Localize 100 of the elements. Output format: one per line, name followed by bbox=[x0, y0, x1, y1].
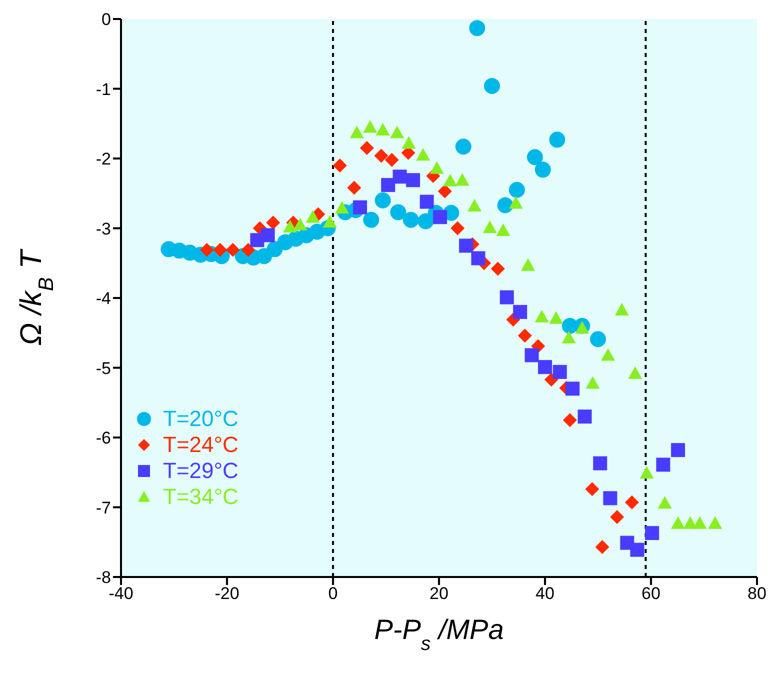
x-tick-label: 80 bbox=[748, 584, 766, 604]
point bbox=[384, 152, 399, 167]
point bbox=[450, 221, 465, 236]
legend-label: T=34°C bbox=[163, 484, 238, 510]
point bbox=[590, 331, 606, 348]
point bbox=[603, 491, 618, 506]
point bbox=[283, 220, 298, 232]
point bbox=[374, 148, 388, 163]
point bbox=[524, 348, 539, 362]
point bbox=[347, 180, 362, 195]
point bbox=[508, 182, 525, 198]
point bbox=[692, 516, 707, 529]
point bbox=[585, 482, 600, 496]
point bbox=[683, 516, 698, 529]
point bbox=[624, 495, 639, 510]
point bbox=[332, 158, 347, 172]
point bbox=[416, 148, 430, 161]
point bbox=[353, 200, 368, 214]
point bbox=[566, 382, 580, 396]
point bbox=[521, 258, 536, 271]
point bbox=[671, 516, 686, 529]
point bbox=[549, 132, 566, 148]
point bbox=[562, 413, 577, 428]
point bbox=[381, 178, 396, 192]
point bbox=[226, 242, 240, 257]
point bbox=[322, 214, 337, 228]
point bbox=[534, 310, 549, 322]
point bbox=[241, 242, 256, 257]
legend-label: T=20°C bbox=[163, 406, 238, 432]
point bbox=[497, 197, 514, 214]
point bbox=[490, 262, 505, 276]
point bbox=[402, 136, 416, 149]
point bbox=[363, 120, 378, 133]
point bbox=[306, 210, 320, 223]
point bbox=[630, 542, 644, 557]
point bbox=[293, 218, 308, 230]
point bbox=[469, 20, 486, 36]
y-tick-label: -5 bbox=[96, 358, 111, 378]
point bbox=[406, 173, 420, 188]
y-tick-label: -4 bbox=[96, 289, 111, 308]
point bbox=[575, 320, 590, 334]
x-tick-label: -40 bbox=[108, 584, 134, 604]
point bbox=[360, 141, 374, 156]
point bbox=[658, 496, 672, 509]
x-tick-label: 60 bbox=[642, 584, 660, 604]
point bbox=[390, 126, 404, 138]
point bbox=[455, 138, 472, 155]
point bbox=[471, 251, 486, 266]
point bbox=[645, 526, 660, 540]
x-tick-label: 0 bbox=[328, 584, 338, 604]
point bbox=[443, 174, 458, 186]
point bbox=[390, 204, 406, 220]
x-tick-label: 20 bbox=[430, 584, 448, 604]
point bbox=[614, 302, 629, 316]
point bbox=[459, 238, 474, 253]
point bbox=[640, 466, 654, 479]
point bbox=[455, 173, 470, 186]
x-axis-title: P-P$_{s}$ /MPa bbox=[374, 614, 504, 655]
y-tick-label: -6 bbox=[96, 428, 111, 448]
point bbox=[430, 161, 444, 174]
point bbox=[482, 220, 497, 234]
y-tick-label: 0 bbox=[102, 10, 111, 30]
y-tick-label: -8 bbox=[96, 568, 111, 588]
point bbox=[260, 228, 275, 242]
point bbox=[526, 149, 543, 166]
point bbox=[671, 443, 686, 458]
point bbox=[538, 360, 552, 374]
point bbox=[484, 78, 500, 94]
point bbox=[549, 311, 564, 324]
point bbox=[601, 348, 616, 361]
point bbox=[586, 376, 600, 389]
x-tick-label: 40 bbox=[536, 584, 554, 604]
point bbox=[335, 201, 350, 214]
point bbox=[468, 198, 482, 212]
point bbox=[552, 364, 567, 379]
y-tick-label: -1 bbox=[96, 80, 111, 99]
point bbox=[562, 330, 576, 344]
y-tick-label: -7 bbox=[96, 498, 111, 518]
point bbox=[708, 516, 722, 529]
point bbox=[513, 304, 528, 319]
point bbox=[266, 216, 280, 230]
point bbox=[534, 162, 551, 178]
point bbox=[578, 410, 592, 424]
point bbox=[376, 122, 390, 136]
point bbox=[402, 212, 419, 228]
point bbox=[350, 126, 364, 138]
point bbox=[593, 456, 608, 470]
y-tick-label: -2 bbox=[96, 150, 111, 169]
point bbox=[213, 242, 228, 257]
point bbox=[200, 242, 214, 257]
point bbox=[438, 184, 452, 198]
point bbox=[610, 510, 624, 524]
point bbox=[628, 366, 642, 379]
point bbox=[656, 458, 670, 472]
point bbox=[508, 196, 523, 209]
point bbox=[595, 540, 610, 554]
point bbox=[392, 170, 407, 184]
point bbox=[433, 210, 448, 224]
legend-label: T=29°C bbox=[163, 458, 238, 484]
point bbox=[374, 192, 391, 208]
